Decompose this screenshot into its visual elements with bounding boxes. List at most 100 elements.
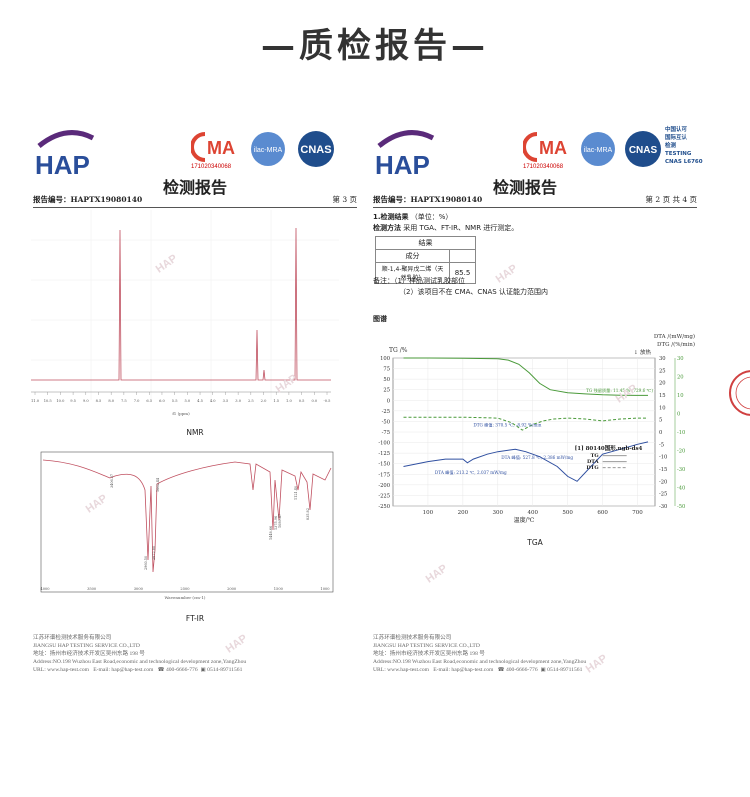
cnas-logo: CNAS	[298, 131, 334, 167]
tga-x-tick: 100	[423, 510, 434, 516]
nmr-tick-label: 9.5	[70, 399, 76, 403]
address-cn: 地址：扬州市经济技术开发区吴州东路 198 号	[373, 651, 485, 657]
nmr-tick-label: 1.5	[273, 399, 279, 403]
tga-legend-title: [1] 80140国形.ngb-ds4	[575, 444, 643, 452]
method-text: 采用 TGA、FT-IR、NMR 进行测定。	[403, 224, 519, 232]
svg-text:MA: MA	[207, 138, 235, 158]
nmr-tick-label: 2.0	[261, 399, 267, 403]
nmr-tick-label: 10.5	[44, 399, 53, 403]
tga-series-dta	[403, 441, 649, 482]
tga-y2-tick: 10	[659, 405, 666, 411]
company-cn: 江苏环谱检测技术服务有限公司	[33, 635, 112, 641]
ftir-tick-label: 3000	[134, 587, 144, 591]
report-footer: 江苏环谱检测技术服务有限公司 JIANGSU HAP TESTING SERVI…	[33, 634, 357, 674]
page-number: 第 3 页	[332, 195, 357, 204]
svg-text:ilac-MRA: ilac-MRA	[254, 147, 283, 154]
tga-y2-tick: -25	[659, 492, 667, 498]
nmr-tick-label: 2.5	[248, 399, 254, 403]
report-title: 检测报告	[162, 178, 227, 197]
nmr-tick-label: 5.0	[184, 399, 190, 403]
nmr-caption: NMR	[186, 428, 204, 437]
note-2: （2）该项目不在 CMA、CNAS 认证能力范围内	[399, 288, 548, 296]
report-page-3: HAP MA 171020340068 ilac-MRA CNAS 检测报告 报…	[25, 118, 365, 686]
ftir-peak-label: 1448.66	[269, 526, 273, 540]
svg-text:ilac-MRA: ilac-MRA	[584, 147, 613, 154]
cma-logo: MA	[523, 132, 567, 162]
red-seal-fragment	[729, 370, 750, 416]
tga-legend-label: DTG	[586, 465, 598, 471]
tga-y3-label: DTG /(%/min)	[657, 341, 695, 348]
nmr-tick-label: 7.0	[134, 399, 140, 403]
tga-annotation: DTG 峰值: 370.5 ℃, -8.92 %/min	[473, 422, 541, 429]
tga-y-tick: -25	[382, 409, 390, 415]
svg-text:CNAS: CNAS	[300, 144, 331, 156]
report-header: 报告编号：HAPTX19080140 第 2 页 共 4 页	[373, 194, 697, 208]
nmr-tick-label: 8.0	[108, 399, 114, 403]
email: E-mail: hap@hap-test.com	[433, 667, 494, 673]
notes: 备注：（1）样品测试乳胶部位 （2）该项目不在 CMA、CNAS 认证能力范围内	[373, 276, 548, 298]
tga-y3-tick: -40	[677, 486, 685, 492]
nmr-tick-label: 0.5	[299, 399, 305, 403]
tga-series	[403, 357, 649, 482]
nmr-tick-label: 6.0	[159, 399, 165, 403]
tga-annotation: TG 残留质量: 11.45 % (729.6 ℃)	[586, 387, 653, 394]
table-value: 85.5	[449, 262, 476, 284]
page-number: 第 2 页 共 4 页	[645, 195, 697, 204]
email: E-mail: hap@hap-test.com	[93, 667, 154, 673]
ftir-tick-label: 3500	[87, 587, 97, 591]
tga-y2-tick: 30	[659, 356, 666, 362]
tga-y3-tick: -20	[677, 449, 685, 455]
result-heading: 1.检测结果	[373, 213, 409, 221]
phone: 400-6666-776	[505, 667, 538, 673]
cma-code: 171020340068	[191, 164, 232, 170]
tga-y2-tick: -5	[659, 442, 664, 448]
company-en: JIANGSU HAP TESTING SERVICE CO.,LTD	[33, 643, 140, 649]
url: URL: www.hap-test.com	[373, 667, 430, 673]
tga-y-tick: -125	[378, 451, 390, 457]
tga-annotation: DTA 峰值: 213.2 ℃, 2.037 mW/mg	[435, 469, 507, 476]
phone-icon: ☎	[497, 667, 505, 673]
tga-y3-tick: 0	[677, 412, 680, 418]
report-header: 报告编号：HAPTX19080140 第 3 页	[33, 194, 357, 208]
hap-logo-text: HAP	[35, 150, 90, 178]
tga-y2-tick: 0	[659, 430, 662, 436]
tga-exo-label: ↓ 放热	[634, 348, 652, 356]
nmr-x-label: f1 (ppm)	[172, 411, 190, 416]
tga-y3-tick: 20	[677, 375, 684, 381]
ftir-tick-label: 1000	[320, 587, 330, 591]
tga-y-tick: 75	[383, 367, 390, 373]
tga-y-tick: -200	[378, 483, 390, 489]
tga-chart: 100 200 300 400 500 600 7001007550250-25-50-75…	[378, 333, 695, 524]
phone-icon: ☎	[157, 667, 165, 673]
tga-y-tick: -75	[382, 430, 390, 436]
nmr-tick-label: 3.5	[223, 399, 229, 403]
ftir-tick-label: 2500	[180, 587, 190, 591]
result-unit: （单位：%）	[410, 213, 453, 221]
ftir-peak-label: 1662.44	[156, 478, 160, 492]
tga-y2-tick: 5	[659, 418, 662, 424]
ftir-tick-label: 2000	[227, 587, 237, 591]
tga-y-tick: 50	[383, 377, 390, 383]
tga-y2-tick: -10	[659, 455, 667, 461]
ftir-caption: FT-IR	[185, 614, 205, 623]
tga-y2-tick: 15	[659, 393, 666, 399]
ftir-peak-label: 1121.40	[294, 486, 298, 500]
url: URL: www.hap-test.com	[33, 667, 90, 673]
nmr-tick-label: 4.0	[210, 399, 216, 403]
address-en: Address:NO.198 Wuzhou East Road,economic…	[373, 659, 587, 665]
ftir-tick-label: 4000	[40, 587, 50, 591]
address-en: Address:NO.198 Wuzhou East Road,economic…	[33, 659, 247, 665]
tga-series-dtg	[403, 416, 648, 431]
nmr-tick-label: 11.0	[31, 399, 40, 403]
ftir-peak-label: 2960.50	[144, 556, 148, 570]
ftir-peak-label: 3406.37	[110, 474, 114, 488]
tga-y3-tick: 10	[677, 393, 684, 399]
tga-legend-label: DTA	[587, 459, 599, 465]
ftir-x-label: Wavenumber (cm-1)	[165, 595, 206, 600]
tga-y3-tick: -50	[677, 504, 685, 510]
tga-y3-tick: 30	[677, 356, 684, 362]
nmr-tick-label: 1.0	[286, 399, 292, 403]
address-cn: 地址：扬州市经济技术开发区吴州东路 198 号	[33, 651, 145, 657]
tga-annotations: TG 残留质量: 11.45 % (729.6 ℃) DTG 峰值: 370.5 …	[435, 387, 653, 476]
svg-text:MA: MA	[539, 138, 567, 158]
